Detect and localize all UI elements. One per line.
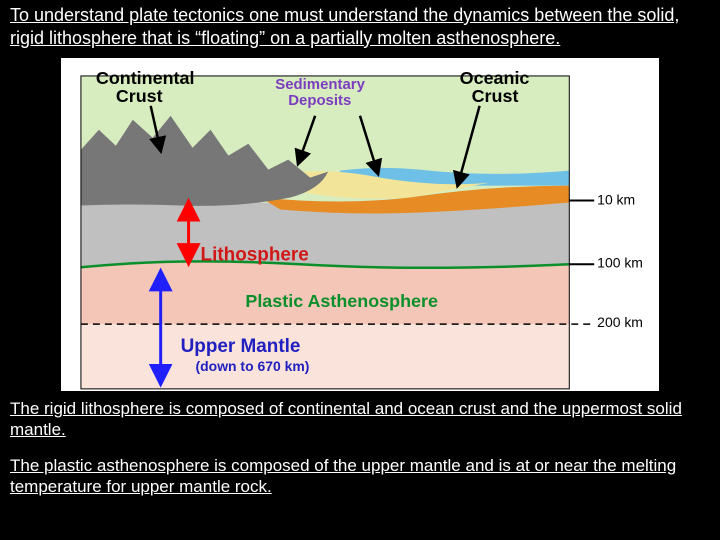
lithosphere-paragraph: The rigid lithosphere is composed of con… xyxy=(0,396,720,443)
depth-200-label: 200 km xyxy=(597,314,643,330)
earth-layers-diagram: ContinentalCrust SedimentaryDeposits Oce… xyxy=(60,57,660,392)
upper-mantle-layer xyxy=(81,324,569,389)
diagram-svg: ContinentalCrust SedimentaryDeposits Oce… xyxy=(61,58,659,392)
depth-10-label: 10 km xyxy=(597,192,635,208)
asthenosphere-label: Plastic Asthenosphere xyxy=(245,291,438,311)
upper-mantle-label: Upper Mantle xyxy=(181,336,301,357)
depth-100-label: 100 km xyxy=(597,254,643,270)
asthenosphere-paragraph: The plastic asthenosphere is composed of… xyxy=(0,453,720,500)
lithosphere-label: Lithosphere xyxy=(201,244,309,265)
intro-paragraph: To understand plate tectonics one must u… xyxy=(0,0,720,51)
upper-mantle-sublabel: (down to 670 km) xyxy=(196,358,310,374)
